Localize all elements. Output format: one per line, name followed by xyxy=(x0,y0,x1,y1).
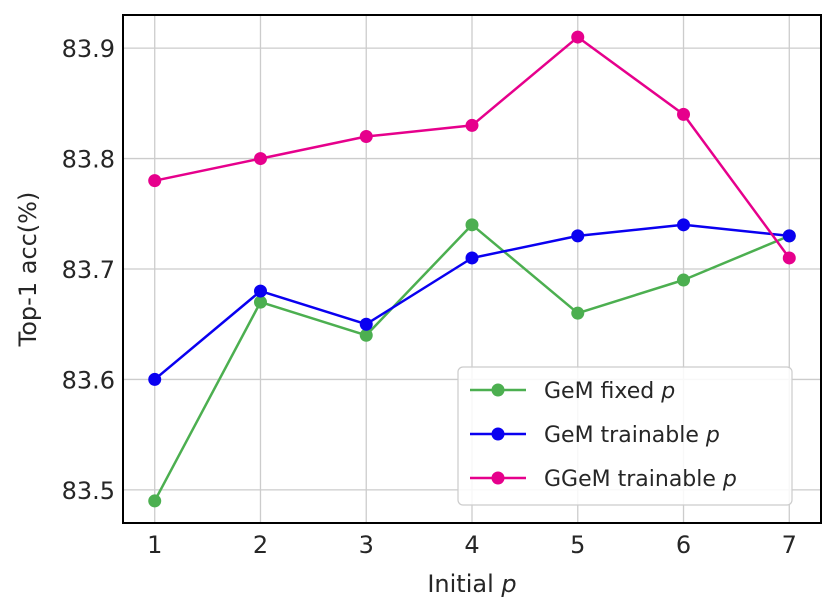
legend-entry-label: GGeM trainable p xyxy=(544,467,737,492)
y-tick-label: 83.5 xyxy=(62,477,115,505)
data-point xyxy=(253,284,267,298)
data-point xyxy=(359,129,373,143)
y-tick-label: 83.9 xyxy=(62,35,115,63)
data-point xyxy=(571,306,585,320)
legend-marker xyxy=(491,427,505,441)
legend: GeM fixed p GeM trainable p GGeM trainable… xyxy=(457,366,793,506)
x-tick-label: 4 xyxy=(464,531,479,559)
data-point xyxy=(465,251,479,265)
x-tick-label: 2 xyxy=(253,531,268,559)
series-2 xyxy=(148,218,796,386)
x-tick-label: 7 xyxy=(782,531,797,559)
data-point xyxy=(677,218,691,232)
series-layer xyxy=(148,30,796,508)
data-point xyxy=(359,328,373,342)
data-point xyxy=(677,107,691,121)
data-point xyxy=(465,218,479,232)
data-point xyxy=(148,372,162,386)
x-tick-label: 6 xyxy=(676,531,691,559)
data-point xyxy=(571,229,585,243)
data-point xyxy=(253,295,267,309)
data-point xyxy=(571,30,585,44)
y-tick-label: 83.6 xyxy=(62,366,115,394)
legend-box xyxy=(457,366,793,506)
x-tick-label: 1 xyxy=(147,531,162,559)
plot-frame xyxy=(122,14,822,524)
data-point xyxy=(465,118,479,132)
series-3 xyxy=(148,30,796,265)
y-tick-label: 83.8 xyxy=(62,146,115,174)
x-axis-label: Initial p xyxy=(427,570,516,598)
y-tick-label: 83.7 xyxy=(62,256,115,284)
legend-marker xyxy=(491,471,505,485)
data-point xyxy=(148,494,162,508)
y-axis-label: Top-1 acc(%) xyxy=(14,192,42,348)
data-point xyxy=(359,317,373,331)
data-point xyxy=(782,251,796,265)
legend-entry-label: GeM trainable p xyxy=(544,423,720,448)
x-tick-label: 5 xyxy=(570,531,585,559)
x-tick-label: 3 xyxy=(359,531,374,559)
tick-labels: 1 2 3 4 5 6 7 83.5 83.6 83.7 83.8 83.9 xyxy=(62,35,797,559)
legend-marker xyxy=(491,383,505,397)
data-point xyxy=(148,174,162,188)
data-point xyxy=(782,229,796,243)
data-point xyxy=(253,152,267,166)
legend-entry-label: GeM fixed p xyxy=(544,379,675,404)
data-point xyxy=(677,273,691,287)
